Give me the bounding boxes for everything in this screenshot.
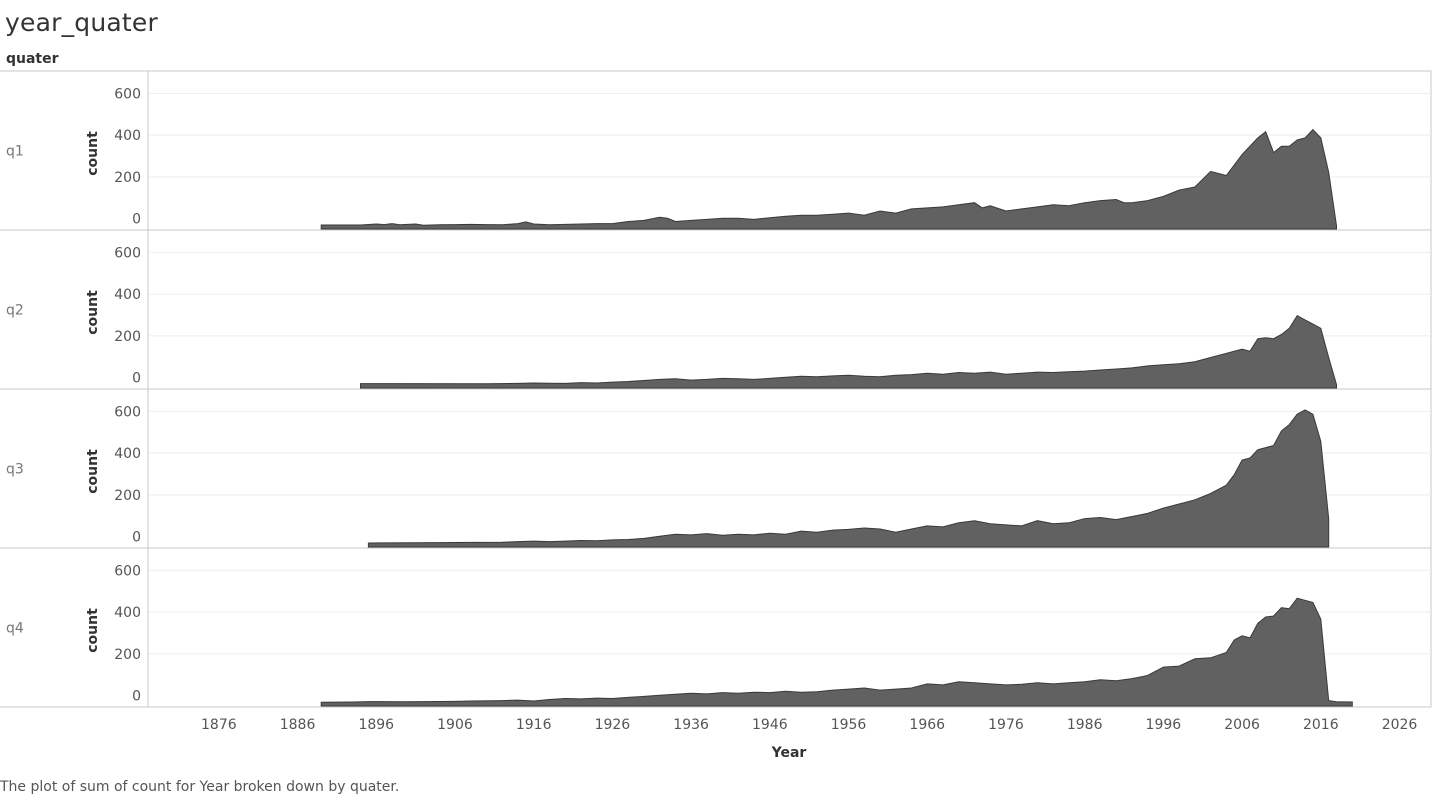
y-axis-title: count xyxy=(85,608,101,653)
x-tick-label: 1966 xyxy=(909,717,945,733)
y-tick-label: 600 xyxy=(114,245,141,261)
y-tick-label: 400 xyxy=(114,605,141,621)
y-tick-label: 0 xyxy=(132,371,141,387)
x-tick-label: 1936 xyxy=(673,717,709,733)
x-tick-label: 1946 xyxy=(752,717,788,733)
facet-label-q1: q1 xyxy=(6,144,24,160)
y-axis-title: count xyxy=(85,290,101,335)
chart-caption: The plot of sum of count for Year broken… xyxy=(0,779,400,795)
y-tick-label: 400 xyxy=(114,446,141,462)
y-tick-label: 200 xyxy=(114,170,141,186)
y-tick-label: 200 xyxy=(114,488,141,504)
y-axis-title: count xyxy=(85,131,101,176)
x-axis-title: Year xyxy=(771,745,807,761)
x-tick-label: 1986 xyxy=(1067,717,1103,733)
facet-label-q3: q3 xyxy=(6,462,24,478)
x-tick-label: 2026 xyxy=(1382,717,1418,733)
x-tick-label: 2006 xyxy=(1224,717,1260,733)
x-tick-label: 1926 xyxy=(595,717,631,733)
y-tick-label: 600 xyxy=(114,404,141,420)
x-tick-label: 1956 xyxy=(831,717,867,733)
y-tick-label: 600 xyxy=(114,86,141,102)
page-title: year_quater xyxy=(5,8,158,37)
area-q2 xyxy=(360,315,1337,389)
facet-panel-q2: 0 200 400 600 q2 count xyxy=(0,245,1431,390)
y-tick-label: 0 xyxy=(132,530,141,546)
x-tick-label: 1996 xyxy=(1146,717,1182,733)
facet-header: quater xyxy=(6,51,59,67)
x-tick-label: 1916 xyxy=(516,717,552,733)
area-q1 xyxy=(320,128,1337,230)
facet-panel-q3: 0 200 400 600 q3 count xyxy=(0,404,1431,549)
x-tick-label: 1976 xyxy=(988,717,1024,733)
facet-panel-q1: 0 200 400 600 q1 count xyxy=(0,86,1431,231)
y-tick-label: 400 xyxy=(114,287,141,303)
area-q3 xyxy=(367,409,1330,548)
y-tick-label: 0 xyxy=(132,689,141,705)
x-tick-label: 2016 xyxy=(1303,717,1339,733)
facet-label-q4: q4 xyxy=(6,621,24,637)
y-tick-label: 200 xyxy=(114,329,141,345)
x-tick-label: 1886 xyxy=(280,717,316,733)
facet-panel-q4: 0 200 400 600 q4 count xyxy=(0,563,1431,708)
y-tick-label: 0 xyxy=(132,212,141,228)
x-tick-label: 1876 xyxy=(201,717,237,733)
y-axis-title: count xyxy=(85,449,101,494)
facet-label-q2: q2 xyxy=(6,303,24,319)
y-tick-label: 200 xyxy=(114,647,141,663)
y-tick-label: 400 xyxy=(114,128,141,144)
x-tick-label: 1896 xyxy=(358,717,394,733)
area-q4 xyxy=(320,597,1353,707)
x-tick-label: 1906 xyxy=(437,717,473,733)
y-tick-label: 600 xyxy=(114,563,141,579)
